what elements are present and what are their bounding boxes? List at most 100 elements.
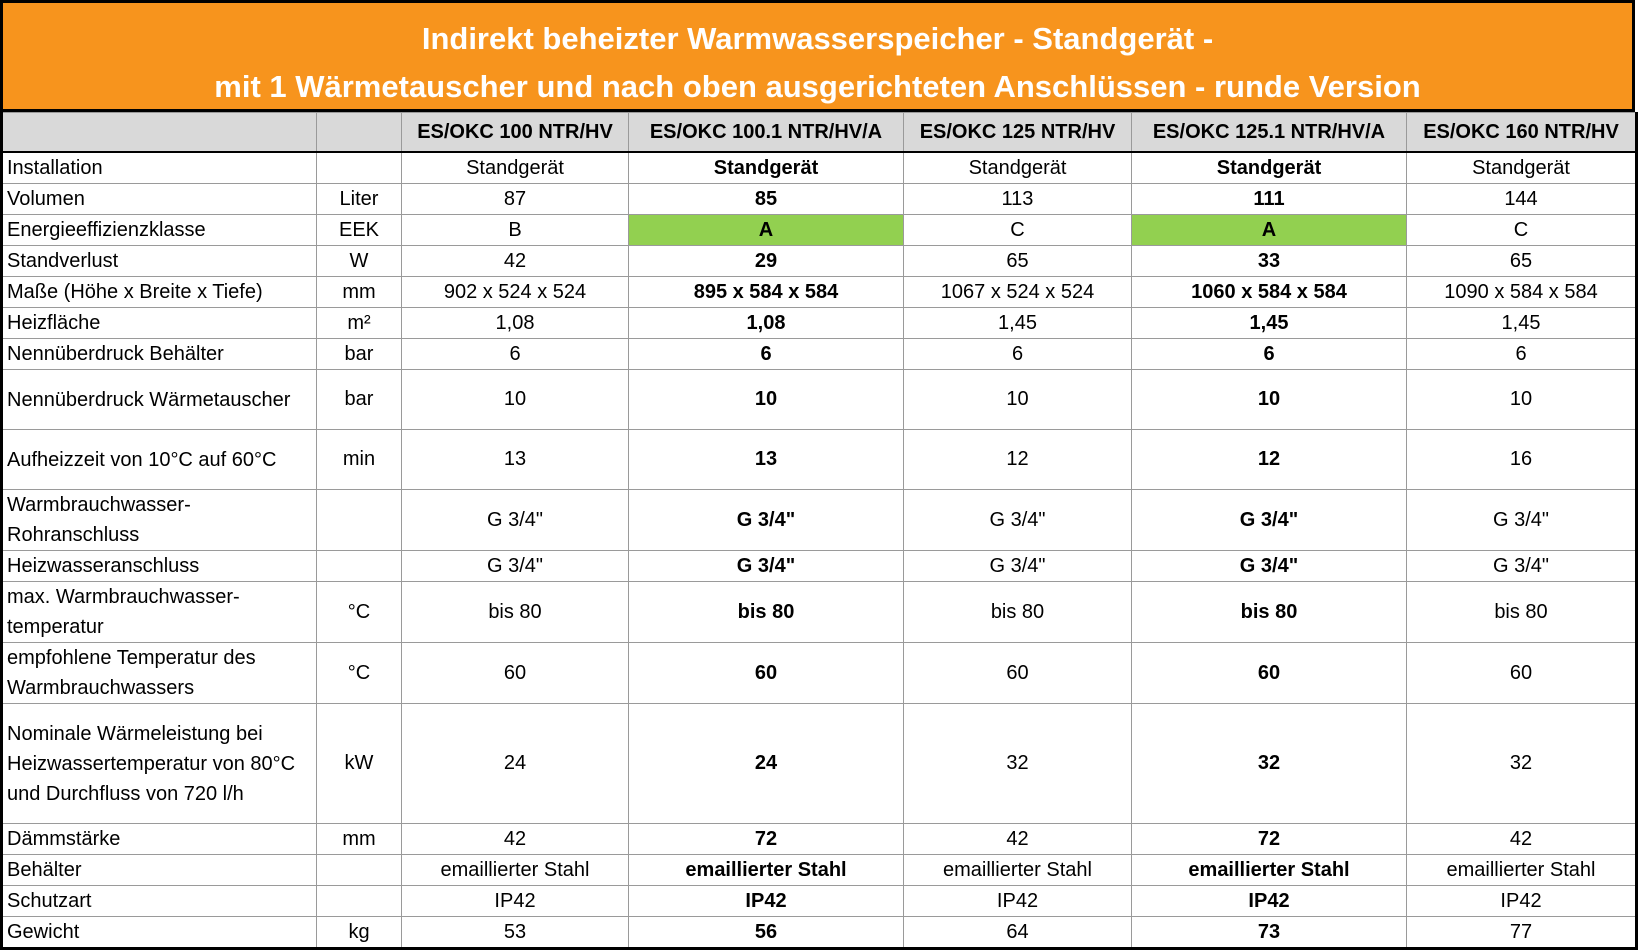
table-cell: G 3/4" bbox=[1406, 550, 1637, 582]
table-cell: IP42 bbox=[401, 885, 629, 917]
row-unit bbox=[316, 885, 402, 917]
table-cell: 144 bbox=[1406, 183, 1637, 215]
row-label: Installation bbox=[1, 151, 317, 184]
table-cell: 1060 x 584 x 584 bbox=[1131, 276, 1407, 308]
column-header: ES/OKC 125.1 NTR/HV/A bbox=[1131, 112, 1407, 153]
title-line-2: mit 1 Wärmetauscher und nach oben ausger… bbox=[214, 69, 1421, 104]
table-cell: G 3/4" bbox=[1131, 550, 1407, 582]
table-cell: G 3/4" bbox=[903, 550, 1132, 582]
row-label: Nennüberdruck Behälter bbox=[1, 338, 317, 370]
row-label: Dämmstärke bbox=[1, 823, 317, 855]
table-cell: 64 bbox=[903, 916, 1132, 949]
table-cell: 24 bbox=[401, 703, 629, 824]
table-cell: 895 x 584 x 584 bbox=[628, 276, 904, 308]
table-cell: emaillierter Stahl bbox=[1406, 854, 1637, 886]
table-cell: 10 bbox=[628, 369, 904, 430]
table-cell: emaillierter Stahl bbox=[1131, 854, 1407, 886]
table-cell: 60 bbox=[903, 642, 1132, 704]
row-label: Gewicht bbox=[1, 916, 317, 949]
table-cell: 16 bbox=[1406, 429, 1637, 490]
table-cell: 111 bbox=[1131, 183, 1407, 215]
row-label: Volumen bbox=[1, 183, 317, 215]
row-unit: bar bbox=[316, 338, 402, 370]
table-row: Heizwasseranschluss G 3/4" G 3/4" G 3/4" G 3… bbox=[1, 550, 1637, 582]
table-cell: 60 bbox=[401, 642, 629, 704]
table-row: Warmbrauchwasser-Rohranschluss G 3/4" G 3/… bbox=[1, 489, 1637, 551]
table-cell: 73 bbox=[1131, 916, 1407, 949]
table-row: Installation Standgerät Standgerät Standger… bbox=[1, 151, 1637, 184]
row-label: Heizwasseranschluss bbox=[1, 550, 317, 582]
table-cell: A bbox=[628, 214, 904, 246]
table-cell: 1,45 bbox=[1131, 307, 1407, 339]
table-cell: C bbox=[1406, 214, 1637, 246]
table-cell: bis 80 bbox=[401, 581, 629, 643]
table-row: Dämmstärke mm 42 72 42 72 42 bbox=[1, 823, 1637, 855]
table-row: Nennüberdruck Behälter bar 6 6 6 6 6 bbox=[1, 338, 1637, 370]
title-banner: Indirekt beheizter Warmwasserspeicher - … bbox=[0, 0, 1635, 112]
table-cell: 42 bbox=[1406, 823, 1637, 855]
table-cell: G 3/4" bbox=[401, 489, 629, 551]
row-unit: Liter bbox=[316, 183, 402, 215]
table-cell: bis 80 bbox=[1406, 581, 1637, 643]
row-unit: W bbox=[316, 245, 402, 277]
table-cell: 56 bbox=[628, 916, 904, 949]
table-cell: B bbox=[401, 214, 629, 246]
table-cell: 77 bbox=[1406, 916, 1637, 949]
table-cell: 6 bbox=[1406, 338, 1637, 370]
row-label: Heizfläche bbox=[1, 307, 317, 339]
row-unit bbox=[316, 151, 402, 184]
table-cell: 6 bbox=[401, 338, 629, 370]
table-cell: 60 bbox=[1406, 642, 1637, 704]
table-cell: 42 bbox=[903, 823, 1132, 855]
table-row: Aufheizzeit von 10°C auf 60°C min 13 13 12 12… bbox=[1, 429, 1637, 490]
table-cell: 32 bbox=[903, 703, 1132, 824]
table-cell: 1067 x 524 x 524 bbox=[903, 276, 1132, 308]
row-unit: °C bbox=[316, 581, 402, 643]
table-cell: 10 bbox=[1131, 369, 1407, 430]
table-cell: 72 bbox=[1131, 823, 1407, 855]
table-cell: G 3/4" bbox=[628, 550, 904, 582]
table-cell: 1,08 bbox=[628, 307, 904, 339]
table-row: empfohlene Temperatur des Warmbrauchwass… bbox=[1, 642, 1637, 704]
table-row: Energieeffizienzklasse EEK B A C A C bbox=[1, 214, 1637, 246]
table-cell: emaillierter Stahl bbox=[903, 854, 1132, 886]
header-row: ES/OKC 100 NTR/HV ES/OKC 100.1 NTR/HV/A … bbox=[1, 112, 1637, 153]
table-cell: 60 bbox=[628, 642, 904, 704]
row-label: Schutzart bbox=[1, 885, 317, 917]
spec-table-body: Installation Standgerät Standgerät Standger… bbox=[1, 151, 1637, 949]
column-header: ES/OKC 100 NTR/HV bbox=[401, 112, 629, 153]
table-cell: 32 bbox=[1406, 703, 1637, 824]
row-label: Nennüberdruck Wärmetauscher bbox=[1, 369, 317, 430]
table-cell: 10 bbox=[401, 369, 629, 430]
row-unit: bar bbox=[316, 369, 402, 430]
row-label: Energieeffizienzklasse bbox=[1, 214, 317, 246]
table-row: Schutzart IP42 IP42 IP42 IP42 IP42 bbox=[1, 885, 1637, 917]
column-header: ES/OKC 100.1 NTR/HV/A bbox=[628, 112, 904, 153]
row-unit: EEK bbox=[316, 214, 402, 246]
table-cell: emaillierter Stahl bbox=[628, 854, 904, 886]
table-cell: 29 bbox=[628, 245, 904, 277]
table-cell: emaillierter Stahl bbox=[401, 854, 629, 886]
table-cell: Standgerät bbox=[1131, 151, 1407, 184]
row-unit bbox=[316, 854, 402, 886]
row-unit: m² bbox=[316, 307, 402, 339]
table-cell: 13 bbox=[401, 429, 629, 490]
row-label: Maße (Höhe x Breite x Tiefe) bbox=[1, 276, 317, 308]
table-cell: A bbox=[1131, 214, 1407, 246]
table-row: Volumen Liter 87 85 113 111 144 bbox=[1, 183, 1637, 215]
row-unit bbox=[316, 550, 402, 582]
table-cell: 42 bbox=[401, 823, 629, 855]
table-cell: 13 bbox=[628, 429, 904, 490]
table-cell: G 3/4" bbox=[401, 550, 629, 582]
column-header: ES/OKC 125 NTR/HV bbox=[903, 112, 1132, 153]
row-label: Nominale Wärmeleistung bei Heizwassertem… bbox=[1, 703, 317, 824]
spec-table: ES/OKC 100 NTR/HV ES/OKC 100.1 NTR/HV/A … bbox=[0, 112, 1638, 950]
row-label: Aufheizzeit von 10°C auf 60°C bbox=[1, 429, 317, 490]
table-cell: G 3/4" bbox=[628, 489, 904, 551]
table-cell: bis 80 bbox=[1131, 581, 1407, 643]
table-cell: 902 x 524 x 524 bbox=[401, 276, 629, 308]
row-unit: °C bbox=[316, 642, 402, 704]
table-row: Heizfläche m² 1,08 1,08 1,45 1,45 1,45 bbox=[1, 307, 1637, 339]
table-cell: 65 bbox=[903, 245, 1132, 277]
